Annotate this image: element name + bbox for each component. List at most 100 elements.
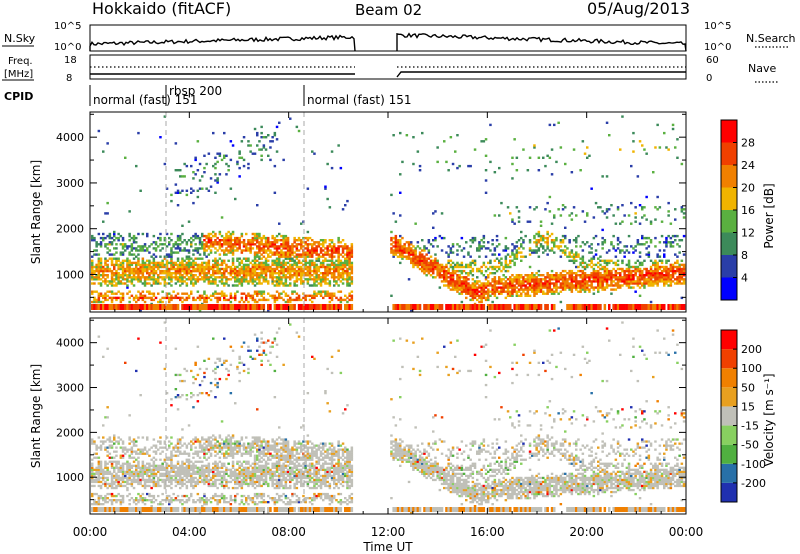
power-cell xyxy=(559,282,563,285)
power-cell xyxy=(135,294,138,297)
power-cell xyxy=(416,263,420,267)
power-cell xyxy=(146,232,149,236)
power-cell xyxy=(645,304,648,310)
power-cell xyxy=(194,257,197,260)
power-cell xyxy=(330,253,334,256)
power-cell xyxy=(192,201,195,205)
power-cell xyxy=(322,245,325,248)
power-cell xyxy=(660,272,664,275)
power-cell xyxy=(533,276,536,279)
power-cell xyxy=(212,245,215,248)
power-cell xyxy=(656,265,659,269)
velocity-cell xyxy=(99,440,103,443)
power-cell xyxy=(130,263,134,267)
power-cell xyxy=(449,247,453,250)
power-cell xyxy=(583,290,587,293)
power-cell xyxy=(328,269,332,273)
power-cell xyxy=(326,251,329,254)
power-cell xyxy=(601,276,604,279)
power-cell xyxy=(445,272,448,275)
power-cell xyxy=(603,259,607,262)
power-cell xyxy=(223,298,226,302)
power-cell xyxy=(143,294,147,297)
power-cell xyxy=(451,243,455,246)
power-cell xyxy=(669,243,673,246)
power-cell xyxy=(251,236,255,240)
power-cell xyxy=(456,249,459,252)
power-cell xyxy=(575,245,578,248)
power-cell xyxy=(581,261,585,265)
power-cell xyxy=(341,247,345,250)
power-cell xyxy=(570,218,574,221)
power-cell xyxy=(93,236,96,240)
power-cell xyxy=(289,282,292,285)
velocity-cell xyxy=(106,501,109,504)
power-cell xyxy=(623,280,626,283)
power-cell xyxy=(449,304,453,310)
power-cell xyxy=(467,286,470,289)
power-cell xyxy=(205,241,208,244)
power-cell xyxy=(198,272,202,275)
power-cell xyxy=(454,304,457,310)
power-cell xyxy=(632,304,635,310)
power-cell xyxy=(473,304,477,310)
power-cell xyxy=(506,253,510,256)
power-cell xyxy=(150,267,153,271)
power-cell xyxy=(286,253,290,256)
power-cell xyxy=(504,263,508,267)
power-cell xyxy=(581,269,585,273)
velocity-cell xyxy=(97,501,101,504)
power-cell xyxy=(520,292,523,295)
power-cell xyxy=(260,253,263,256)
power-cell xyxy=(337,241,340,244)
power-cell xyxy=(579,290,582,293)
power-cell xyxy=(663,274,666,277)
power-cell xyxy=(324,278,327,281)
power-cell xyxy=(319,247,323,250)
power-cell xyxy=(531,288,534,291)
power-cell xyxy=(434,267,437,271)
power-cell xyxy=(176,239,180,242)
power-cell xyxy=(128,232,131,236)
power-cell xyxy=(97,296,101,300)
power-cell xyxy=(546,154,549,157)
power-cell xyxy=(130,267,134,271)
power-cell xyxy=(476,276,479,279)
power-cell xyxy=(181,224,184,227)
power-cell xyxy=(489,249,492,252)
power-cell xyxy=(249,269,252,273)
power-cell xyxy=(649,274,653,277)
power-cell xyxy=(209,276,213,279)
velocity-cell xyxy=(91,470,94,473)
power-cell xyxy=(190,304,193,310)
power-cell xyxy=(286,284,290,287)
power-cell xyxy=(502,284,505,287)
power-cell xyxy=(504,245,508,248)
power-cell xyxy=(392,304,395,310)
power-cell xyxy=(181,292,184,295)
power-cell xyxy=(515,255,519,258)
power-cell xyxy=(616,243,620,246)
power-cell xyxy=(436,245,439,248)
power-cell xyxy=(495,280,499,283)
power-cell xyxy=(163,304,167,310)
power-cell xyxy=(256,304,259,310)
power-cell xyxy=(434,236,437,240)
power-cell xyxy=(234,249,237,252)
power-cell xyxy=(676,243,679,246)
power-cell xyxy=(460,286,464,289)
power-cell xyxy=(339,298,343,302)
power-cell xyxy=(264,261,268,265)
power-cell xyxy=(231,261,235,265)
power-cell xyxy=(544,278,547,281)
power-cell xyxy=(192,282,195,285)
power-cell xyxy=(671,127,675,131)
power-cell xyxy=(423,267,426,271)
power-cell xyxy=(333,278,336,281)
power-cell xyxy=(337,236,340,240)
power-cell xyxy=(493,304,497,310)
power-cell xyxy=(337,274,340,277)
power-cell xyxy=(418,255,422,258)
power-cell xyxy=(341,272,345,275)
